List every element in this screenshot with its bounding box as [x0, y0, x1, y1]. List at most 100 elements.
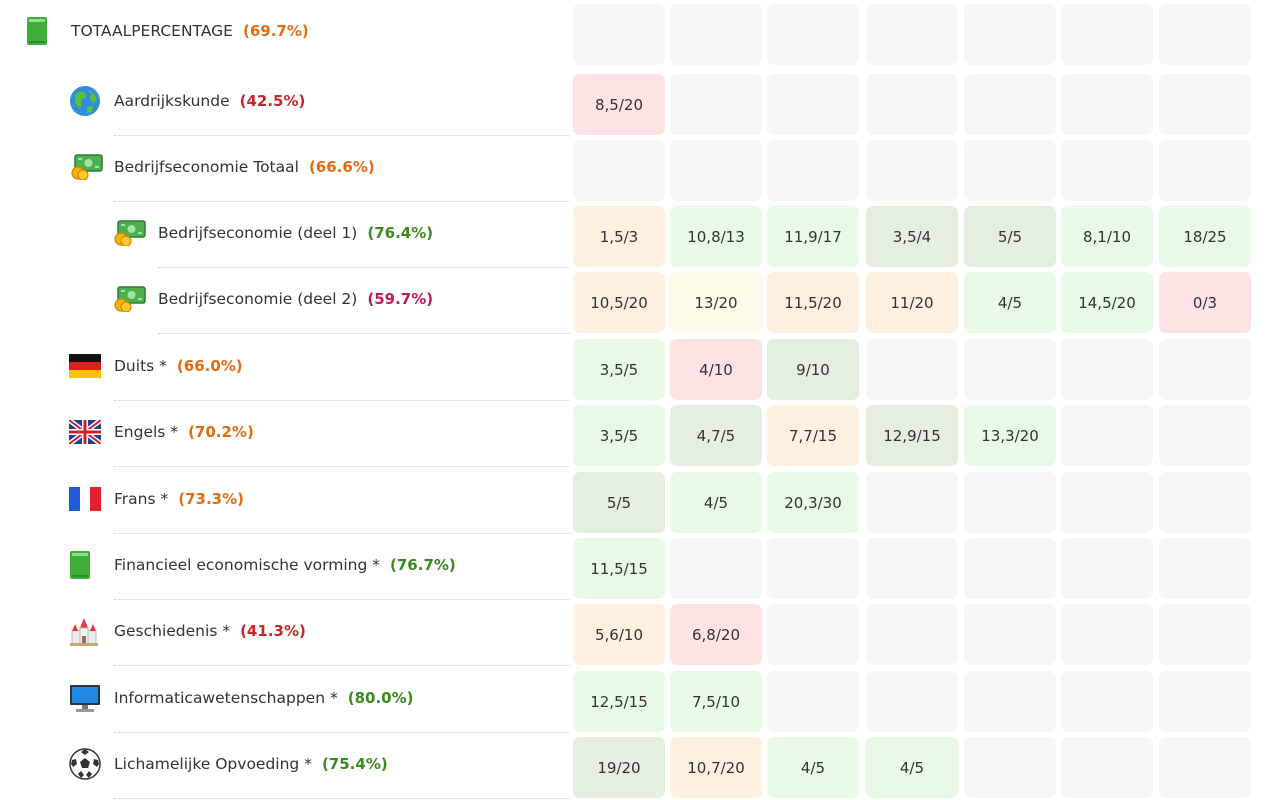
subject-label[interactable]: Lichamelijke Opvoeding * (75.4%) — [69, 733, 566, 795]
grade-cell[interactable]: 18/25 — [1159, 206, 1251, 267]
grade-cell[interactable]: 8,1/10 — [1061, 206, 1153, 267]
subject-label[interactable]: Engels * (70.2%) — [69, 401, 566, 463]
subject-name[interactable]: Engels * — [114, 423, 179, 441]
grade-cell[interactable]: 11,5/15 — [573, 538, 665, 599]
grade-cell[interactable]: 3,5/5 — [573, 405, 665, 466]
subject-label[interactable]: TOTAALPERCENTAGE (69.7%) — [26, 0, 566, 62]
grade-cell[interactable]: 8,5/20 — [573, 74, 665, 135]
grade-cell[interactable]: 12,9/15 — [866, 405, 958, 466]
subject-name[interactable]: Bedrijfseconomie (deel 2) — [158, 290, 358, 308]
subject-name[interactable]: Lichamelijke Opvoeding * — [114, 755, 312, 773]
grade-cell[interactable]: 11,9/17 — [767, 206, 859, 267]
subject-label[interactable]: Financieel economische vorming * (76.7%) — [69, 534, 566, 596]
subject-name[interactable]: Bedrijfseconomie (deel 1) — [158, 224, 358, 242]
subject-label[interactable]: Frans * (73.3%) — [69, 468, 566, 530]
empty-grade-cell — [1159, 405, 1251, 466]
empty-grade-cell — [1061, 737, 1153, 798]
empty-grade-cell — [1061, 140, 1153, 201]
table-row[interactable]: Bedrijfseconomie Totaal (66.6%) — [0, 136, 1280, 202]
empty-grade-cell — [866, 4, 958, 65]
empty-grade-cell — [866, 74, 958, 135]
grade-cell[interactable]: 19/20 — [573, 737, 665, 798]
empty-grade-cell — [866, 472, 958, 533]
empty-grade-cell — [1159, 140, 1251, 201]
row-divider — [114, 466, 570, 467]
subject-percentage: (59.7%) — [367, 290, 434, 308]
grade-cell[interactable]: 4/5 — [866, 737, 958, 798]
empty-grade-cell — [964, 140, 1056, 201]
grade-cell[interactable]: 4/5 — [767, 737, 859, 798]
grade-cell[interactable]: 1,5/3 — [573, 206, 665, 267]
french-flag-icon — [69, 482, 114, 516]
empty-grade-cell — [767, 74, 859, 135]
grade-cell[interactable]: 4/10 — [670, 339, 762, 400]
grade-cell[interactable]: 20,3/30 — [767, 472, 859, 533]
empty-grade-cell — [573, 140, 665, 201]
table-row[interactable]: Geschiedenis * (41.3%) 5,6/10 6,8/20 — [0, 600, 1280, 666]
subject-label[interactable]: Informaticawetenschappen * (80.0%) — [69, 667, 566, 729]
grade-cell[interactable]: 10,5/20 — [573, 272, 665, 333]
empty-grade-cell — [964, 671, 1056, 732]
grade-cell[interactable]: 5/5 — [964, 206, 1056, 267]
empty-grade-cell — [1159, 472, 1251, 533]
grade-cell[interactable]: 10,8/13 — [670, 206, 762, 267]
grade-cell[interactable]: 9/10 — [767, 339, 859, 400]
table-row[interactable]: Bedrijfseconomie (deel 2) (59.7%) 10,5/20 1… — [0, 268, 1280, 334]
grade-cell[interactable]: 7,5/10 — [670, 671, 762, 732]
grade-cell[interactable]: 13,3/20 — [964, 405, 1056, 466]
empty-grade-cell — [1061, 472, 1153, 533]
grade-cell[interactable]: 0/3 — [1159, 272, 1251, 333]
subject-name[interactable]: Geschiedenis * — [114, 622, 231, 640]
empty-grade-cell — [964, 604, 1056, 665]
subject-name[interactable]: Frans * — [114, 490, 169, 508]
table-row[interactable]: Frans * (73.3%) 5/5 4/5 20,3/30 — [0, 468, 1280, 534]
row-divider — [114, 201, 570, 202]
empty-grade-cell — [1061, 538, 1153, 599]
grade-cell[interactable]: 13/20 — [670, 272, 762, 333]
table-row[interactable]: Informaticawetenschappen * (80.0%) 12,5/15… — [0, 667, 1280, 733]
subject-percentage: (42.5%) — [239, 92, 306, 110]
subject-name[interactable]: Duits * — [114, 357, 167, 375]
grade-cell[interactable]: 10,7/20 — [670, 737, 762, 798]
grade-cell[interactable]: 5/5 — [573, 472, 665, 533]
grade-cell[interactable]: 4,7/5 — [670, 405, 762, 466]
subject-label[interactable]: Duits * (66.0%) — [69, 335, 566, 397]
grade-cell[interactable]: 3,5/5 — [573, 339, 665, 400]
table-row[interactable]: Engels * (70.2%) 3,5/5 4,7/5 7,7/15 12,9/15 13… — [0, 401, 1280, 467]
empty-grade-cell — [1061, 671, 1153, 732]
subject-label[interactable]: Bedrijfseconomie (deel 2) (59.7%) — [112, 268, 566, 330]
grade-cell[interactable]: 12,5/15 — [573, 671, 665, 732]
subject-percentage: (69.7%) — [242, 22, 309, 40]
grade-cell[interactable]: 11,5/20 — [767, 272, 859, 333]
subject-percentage: (66.6%) — [308, 158, 375, 176]
subject-label[interactable]: Aardrijkskunde (42.5%) — [69, 70, 566, 132]
empty-grade-cell — [964, 538, 1056, 599]
table-row[interactable]: TOTAALPERCENTAGE (69.7%) — [0, 0, 1280, 66]
subject-name[interactable]: Informaticawetenschappen * — [114, 689, 338, 707]
subject-name[interactable]: Aardrijkskunde — [114, 92, 230, 110]
table-row[interactable]: Aardrijkskunde (42.5%) 8,5/20 — [0, 70, 1280, 136]
empty-grade-cell — [1159, 671, 1251, 732]
row-divider — [114, 665, 570, 666]
subject-name[interactable]: Bedrijfseconomie Totaal — [114, 158, 299, 176]
subject-label[interactable]: Bedrijfseconomie (deel 1) (76.4%) — [112, 202, 566, 264]
empty-grade-cell — [670, 74, 762, 135]
grade-cell[interactable]: 14,5/20 — [1061, 272, 1153, 333]
table-row[interactable]: Bedrijfseconomie (deel 1) (76.4%) 1,5/3 10,… — [0, 202, 1280, 268]
table-row[interactable]: Lichamelijke Opvoeding * (75.4%) 19/20 10,7… — [0, 733, 1280, 799]
grade-cell[interactable]: 6,8/20 — [670, 604, 762, 665]
subject-name[interactable]: TOTAALPERCENTAGE — [71, 22, 233, 40]
grade-cell[interactable]: 4/5 — [964, 272, 1056, 333]
grade-cell[interactable]: 11/20 — [866, 272, 958, 333]
subject-label[interactable]: Bedrijfseconomie Totaal (66.6%) — [69, 136, 566, 198]
subject-label[interactable]: Geschiedenis * (41.3%) — [69, 600, 566, 662]
grade-cell[interactable]: 3,5/4 — [866, 206, 958, 267]
grade-cell[interactable]: 7,7/15 — [767, 405, 859, 466]
table-row[interactable]: Duits * (66.0%) 3,5/5 4/10 9/10 — [0, 335, 1280, 401]
grade-cell[interactable]: 5,6/10 — [573, 604, 665, 665]
subject-percentage: (76.4%) — [367, 224, 434, 242]
table-row[interactable]: Financieel economische vorming * (76.7%) 1… — [0, 534, 1280, 600]
row-divider — [114, 732, 570, 733]
grade-cell[interactable]: 4/5 — [670, 472, 762, 533]
subject-name[interactable]: Financieel economische vorming * — [114, 556, 381, 574]
